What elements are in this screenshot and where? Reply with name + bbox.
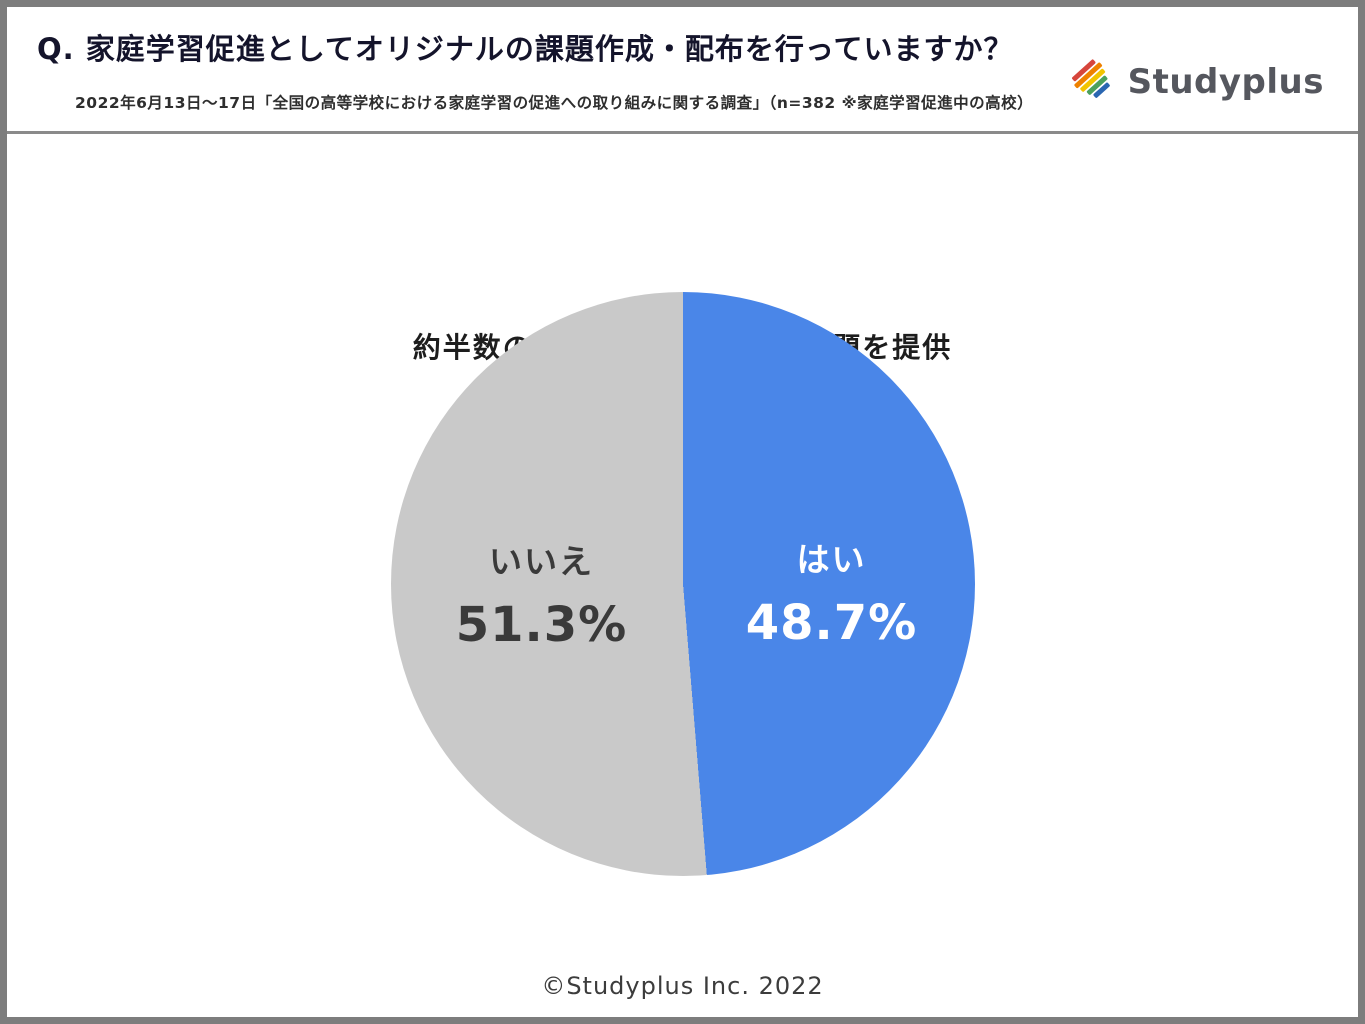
pie-chart — [390, 292, 975, 876]
slice-label-no: いいえ — [489, 542, 594, 581]
slice-value-yes: 48.7% — [745, 595, 918, 651]
slice-label-group-yes: はい 48.7% — [746, 533, 918, 651]
slice-value-no: 51.3% — [455, 597, 628, 653]
studyplus-pencil-icon — [1071, 59, 1118, 105]
studyplus-logo: Studyplus — [1071, 59, 1324, 105]
copyright: ©Studyplus Inc. 2022 — [541, 972, 824, 1000]
header: Q. 家庭学習促進としてオリジナルの課題作成・配布を行っていますか？ 2022年… — [7, 7, 1358, 134]
survey-note: 2022年6月13日～17日「全国の高等学校における家庭学習の促進への取り組みに… — [75, 93, 1034, 112]
studyplus-logo-text: Studyplus — [1127, 62, 1324, 102]
main-content: 約半数の学校が、オリジナル課題を提供 はい 48.7% いいえ 51.3% ©S… — [7, 134, 1358, 1017]
question-title: Q. 家庭学習促進としてオリジナルの課題作成・配布を行っていますか？ — [37, 32, 1014, 66]
slice-label-group-no: いいえ 51.3% — [456, 535, 628, 653]
pie-chart-area: はい 48.7% いいえ 51.3% — [390, 292, 975, 876]
slice-label-yes: はい — [796, 540, 867, 579]
